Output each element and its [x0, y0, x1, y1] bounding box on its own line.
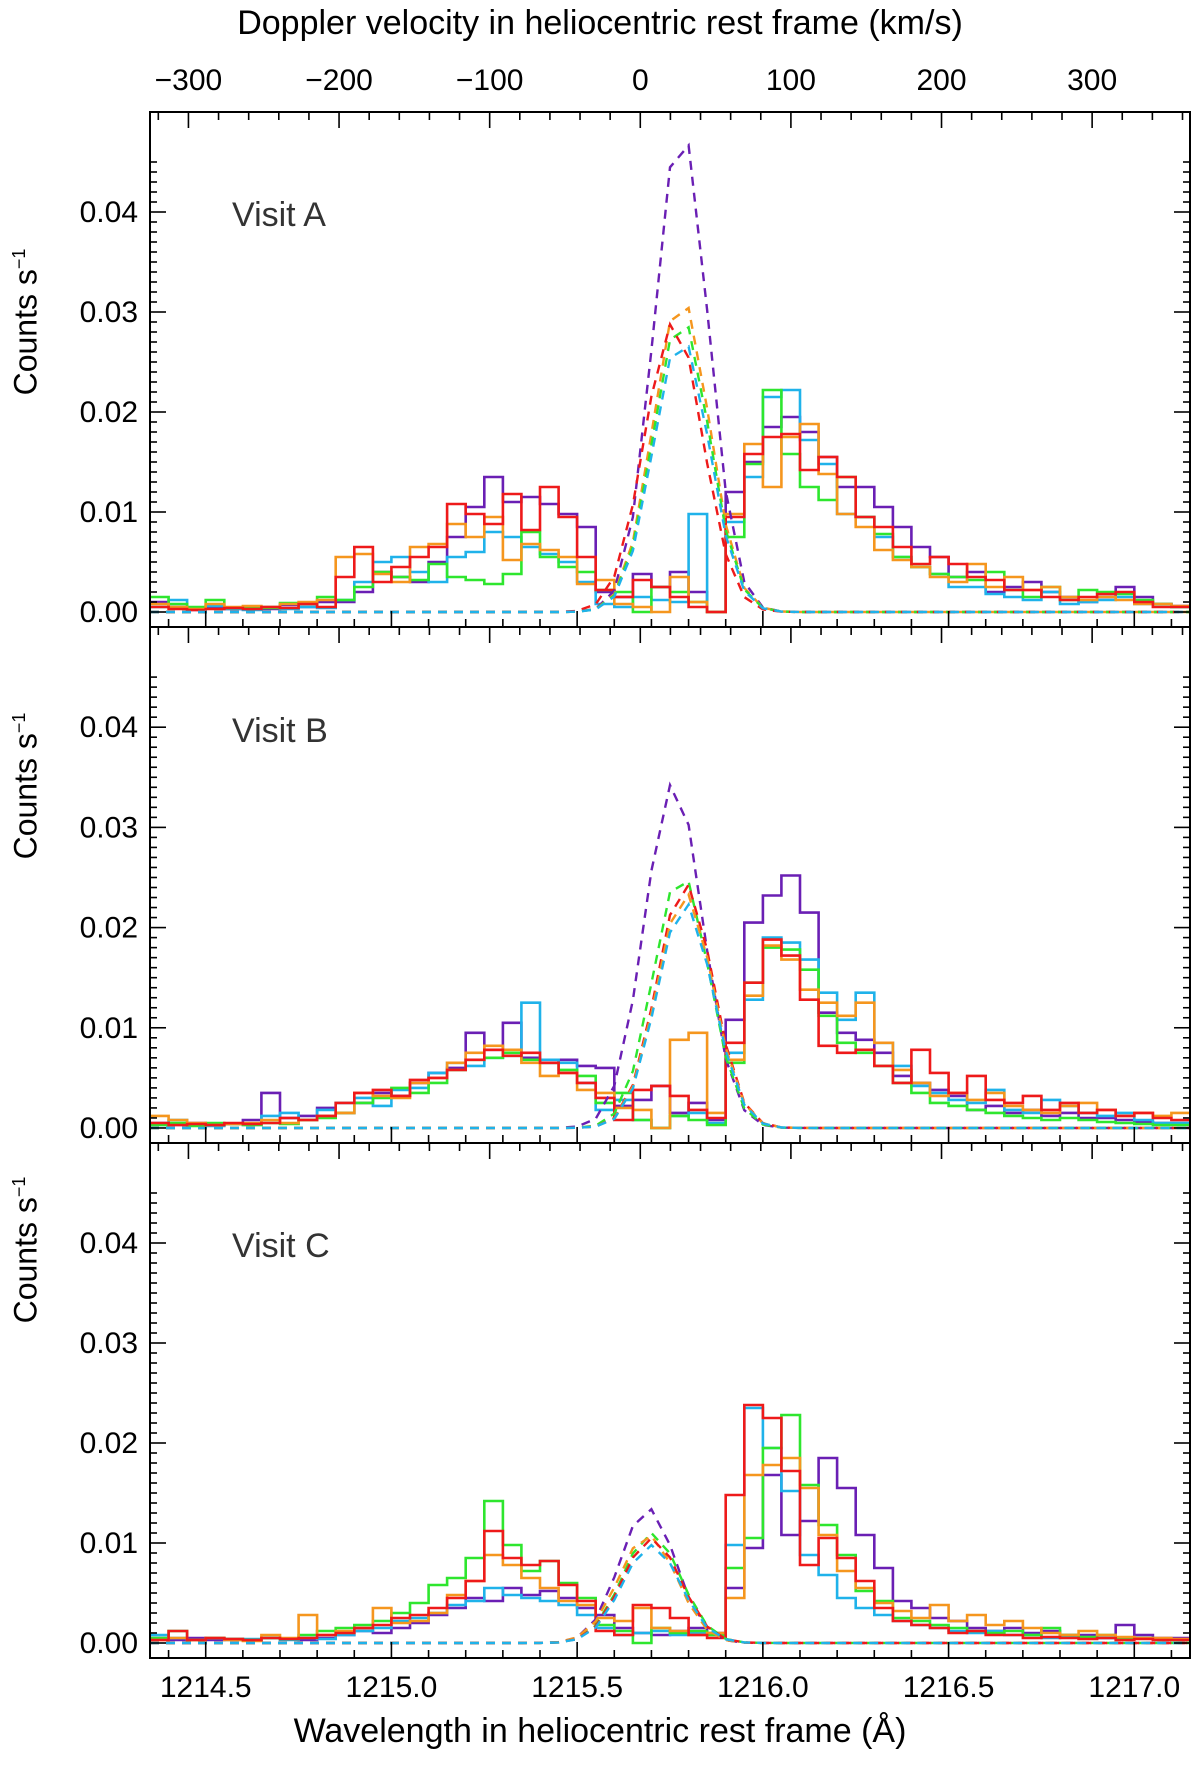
x-tick-label: 1216.0 [717, 1671, 809, 1704]
model-profile-red [150, 321, 1190, 614]
top-tick-label: −100 [456, 64, 524, 97]
model-profile-purple [150, 142, 1190, 614]
model-profile-purple [150, 1507, 1190, 1645]
y-tick-label: 0.04 [80, 711, 138, 744]
top-axis-title: Doppler velocity in heliocentric rest fr… [237, 4, 963, 42]
y-tick-label: 0.01 [80, 1012, 138, 1045]
y-tick-label: 0.00 [80, 1627, 138, 1660]
y-tick-label: 0.02 [80, 396, 138, 429]
y-tick-label: 0.03 [80, 1327, 138, 1360]
panel-label-visit-c: Visit C [232, 1227, 330, 1265]
top-tick-label: 0 [632, 64, 649, 97]
model-profile-green [150, 325, 1190, 614]
histogram-series-red [150, 432, 1190, 614]
x-tick-label: 1217.0 [1088, 1671, 1180, 1704]
top-tick-label: 300 [1067, 64, 1117, 97]
model-profile-cyan [150, 1543, 1190, 1645]
x-tick-label: 1215.5 [531, 1671, 623, 1704]
x-tick-label: 1215.0 [346, 1671, 438, 1704]
panel-3-frame [149, 1142, 1191, 1659]
y-tick-label: 0.02 [80, 1427, 138, 1460]
y-tick-label: 0.00 [80, 1112, 138, 1145]
panel-1-frame [149, 111, 1191, 628]
model-profile-orange [150, 305, 1190, 614]
y-tick-label: 0.02 [80, 912, 138, 945]
top-tick-label: 100 [766, 64, 816, 97]
model-profile-red [150, 1536, 1190, 1645]
top-tick-label: 200 [916, 64, 966, 97]
top-tick-label: −200 [305, 64, 373, 97]
histogram-series-cyan [150, 1406, 1190, 1642]
histogram-series-orange [150, 944, 1190, 1130]
histogram-series-red [150, 1403, 1190, 1642]
panel-label-visit-a: Visit A [232, 196, 326, 234]
y-tick-label: 0.03 [80, 811, 138, 844]
histogram-series-orange [150, 422, 1190, 614]
y-tick-label: 0.03 [80, 296, 138, 329]
histogram-series-red [150, 938, 1190, 1127]
model-profile-green [150, 1531, 1190, 1645]
panel-label-visit-b: Visit B [232, 712, 328, 750]
model-profile-purple [150, 781, 1190, 1130]
y-tick-label: 0.04 [80, 1227, 138, 1260]
x-tick-label: 1216.5 [903, 1671, 995, 1704]
top-tick-label: −300 [155, 64, 223, 97]
model-profile-cyan [150, 901, 1190, 1130]
model-profile-cyan [150, 344, 1190, 614]
y-tick-label: 0.04 [80, 196, 138, 229]
x-axis-title: Wavelength in heliocentric rest frame (Å… [293, 1712, 907, 1750]
y-tick-label: 0.00 [80, 596, 138, 629]
panel-3-plot-area [150, 1403, 1190, 1645]
y-tick-label: 0.01 [80, 1527, 138, 1560]
y-tick-label: 0.01 [80, 496, 138, 529]
x-tick-label: 1214.5 [160, 1671, 252, 1704]
panel-2-plot-area [150, 781, 1190, 1130]
panel-1-plot-area [150, 142, 1190, 614]
